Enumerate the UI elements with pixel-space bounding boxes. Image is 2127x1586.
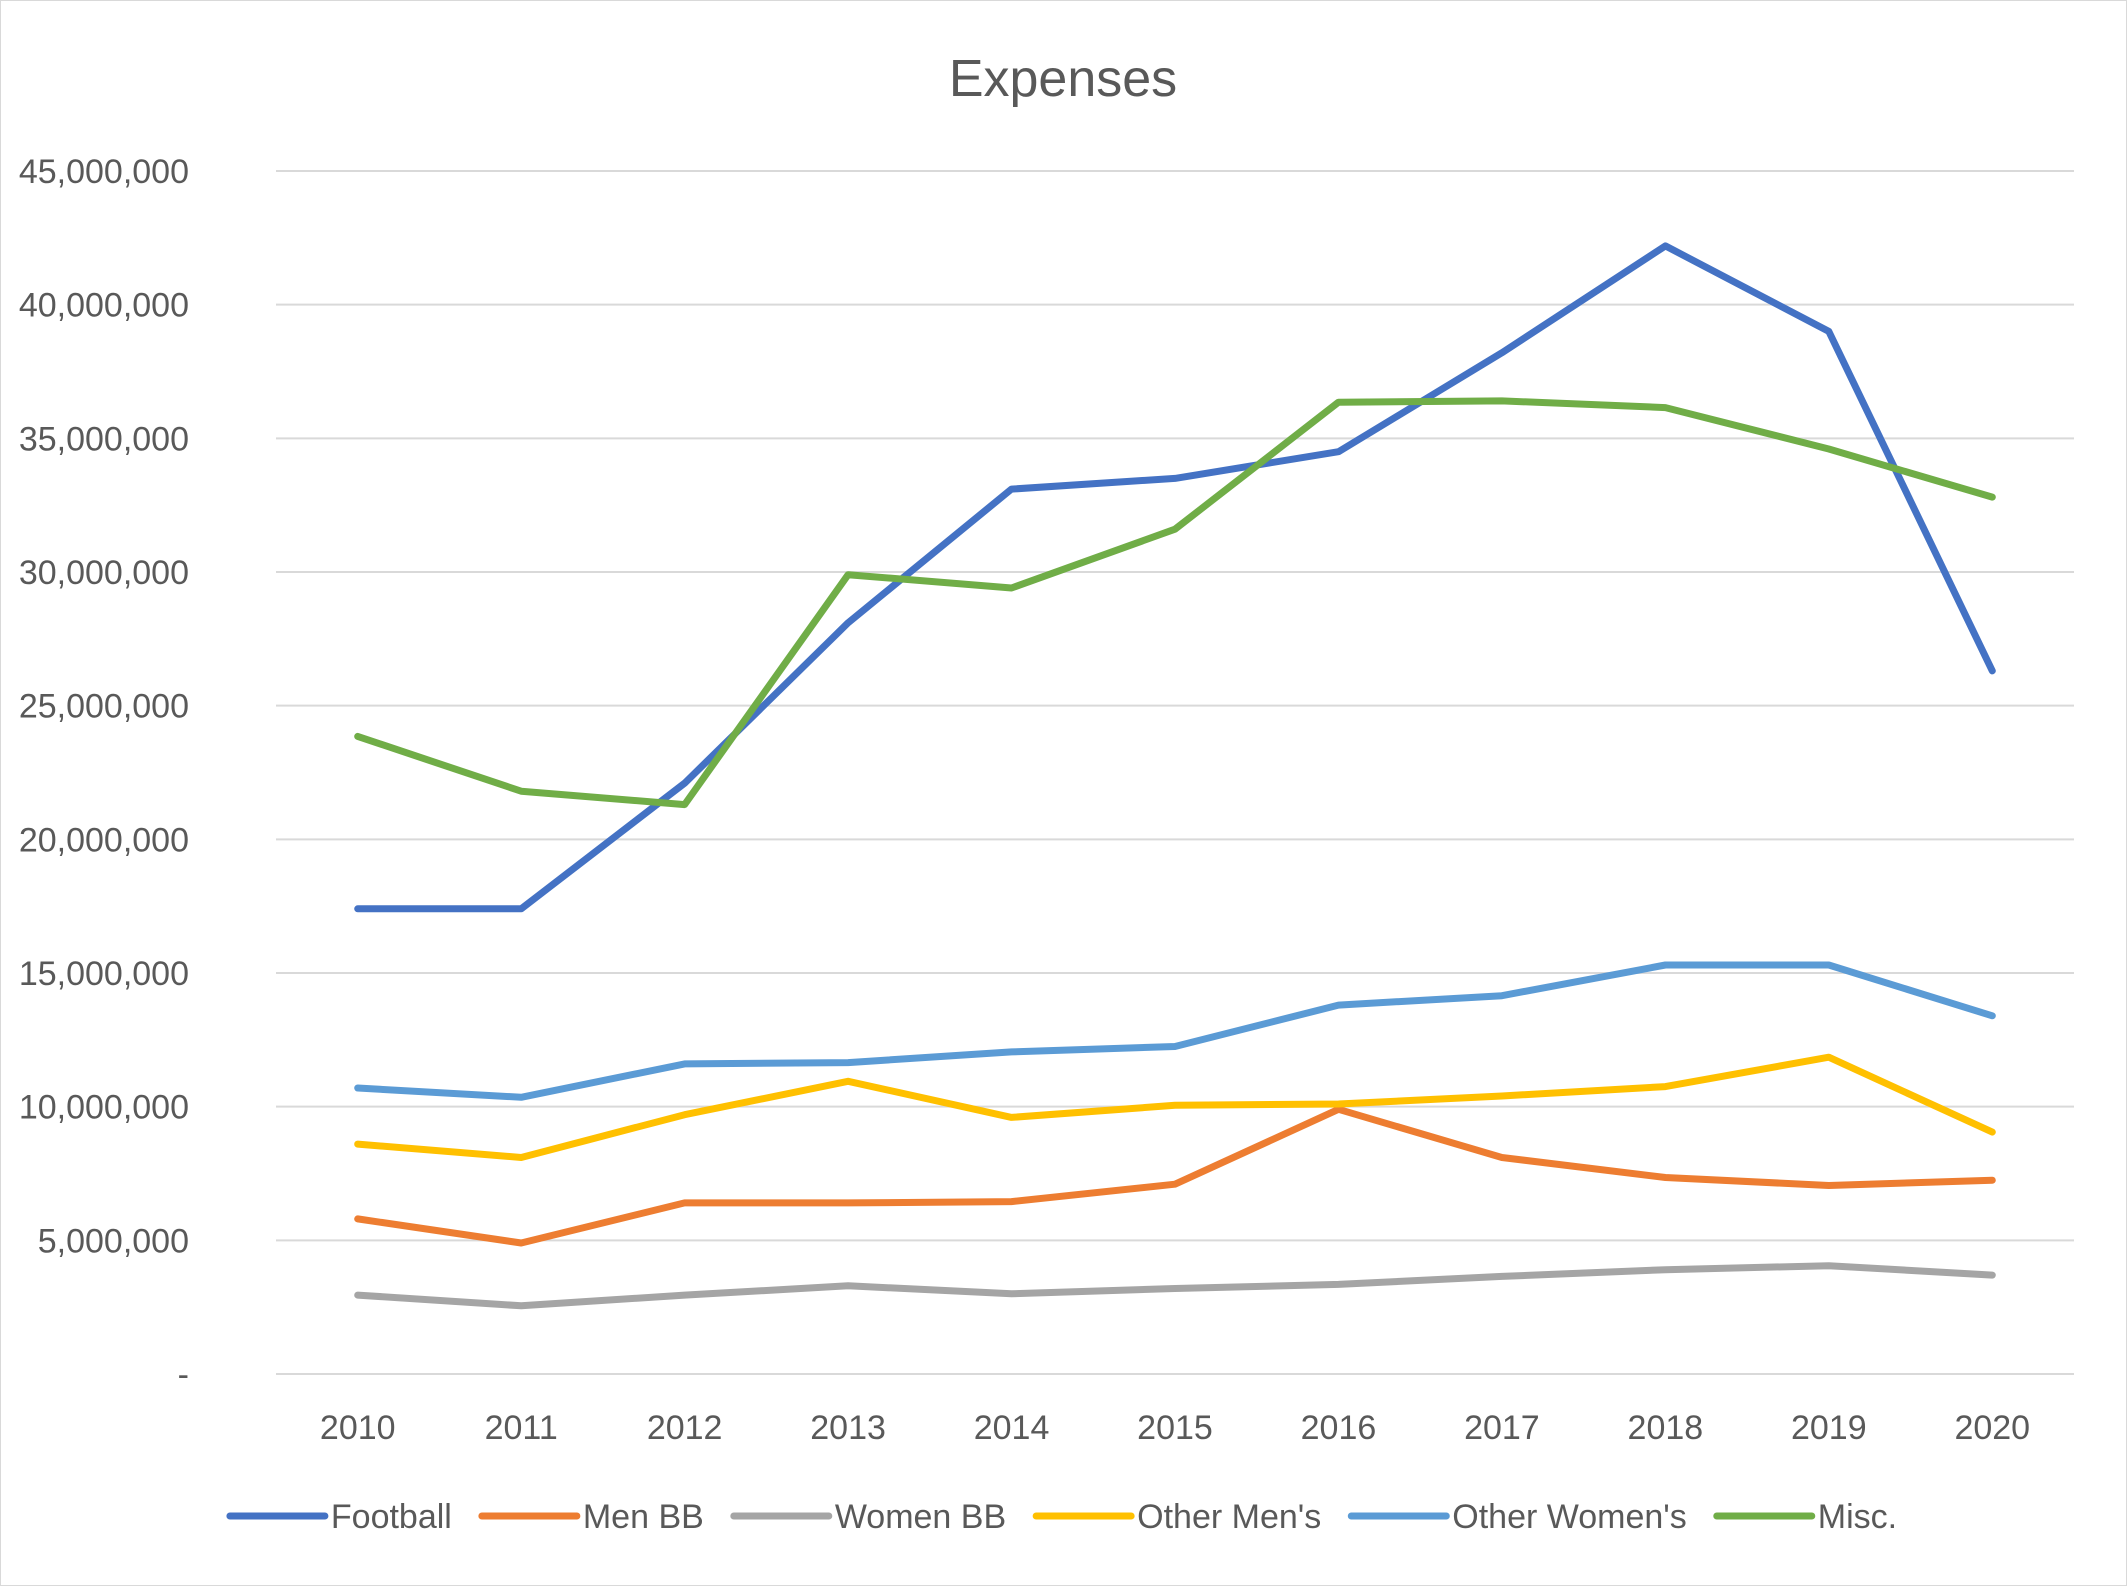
chart-title: Expenses (949, 50, 1177, 108)
y-tick-label: 15,000,000 (19, 955, 189, 993)
x-tick-label: 2016 (1301, 1409, 1377, 1447)
y-tick-label: 5,000,000 (38, 1222, 189, 1260)
legend-label-other-women-s: Other Women's (1452, 1498, 1687, 1536)
x-tick-label: 2020 (1954, 1409, 2030, 1447)
x-tick-label: 2013 (810, 1409, 886, 1447)
series-line-other-men-s (354, 1053, 1996, 1161)
grid-layer (276, 170, 2074, 1375)
y-tick-label: 25,000,000 (19, 688, 189, 726)
y-tick-label: 10,000,000 (19, 1089, 189, 1127)
x-tick-label: 2010 (320, 1409, 396, 1447)
legend-label-women-bb: Women BB (835, 1498, 1006, 1536)
series-line-football (354, 242, 1996, 913)
legend-label-misc: Misc. (1818, 1498, 1897, 1536)
series-line-other-women-s (354, 961, 1996, 1101)
y-axis: - 5,000,000 10,000,000 15,000,000 20,000,000… (19, 153, 189, 1394)
y-tick-label: 30,000,000 (19, 554, 189, 592)
y-tick-label: 35,000,000 (19, 420, 189, 458)
series-line-women-bb (354, 1262, 1996, 1310)
legend-label-men-bb: Men BB (583, 1498, 704, 1536)
legend: Football Men BB Women BB Other Men's Other W… (226, 1498, 1897, 1536)
x-tick-label: 2019 (1791, 1409, 1867, 1447)
legend-label-other-men-s: Other Men's (1137, 1498, 1321, 1536)
y-tick-label: 20,000,000 (19, 821, 189, 859)
series-line-men-bb (354, 1105, 1996, 1247)
x-axis: 2010 2011 2012 2013 2014 2015 2016 2017 2018 2019… (320, 1409, 2030, 1447)
x-tick-label: 2015 (1137, 1409, 1213, 1447)
x-tick-label: 2017 (1464, 1409, 1540, 1447)
series-line-misc (354, 397, 1996, 809)
x-tick-label: 2014 (974, 1409, 1050, 1447)
y-tick-label: - (178, 1356, 189, 1394)
x-tick-label: 2018 (1628, 1409, 1704, 1447)
y-tick-label: 45,000,000 (19, 153, 189, 191)
series-layer (354, 242, 1996, 1310)
x-tick-label: 2012 (647, 1409, 723, 1447)
legend-label-football: Football (331, 1498, 452, 1536)
y-tick-label: 40,000,000 (19, 287, 189, 325)
x-tick-label: 2011 (485, 1409, 558, 1447)
